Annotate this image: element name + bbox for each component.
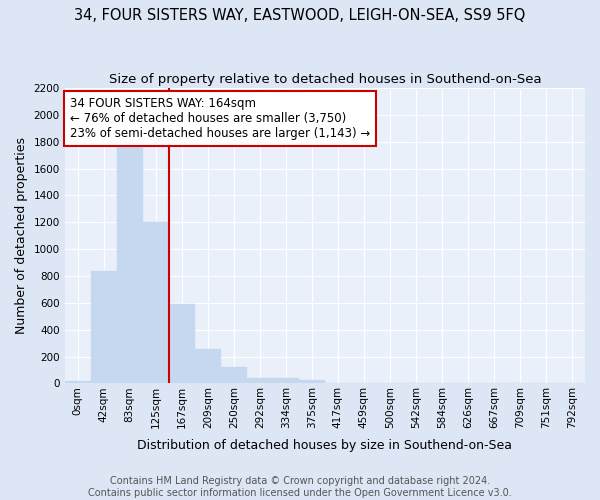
X-axis label: Distribution of detached houses by size in Southend-on-Sea: Distribution of detached houses by size …: [137, 440, 512, 452]
Bar: [195, 349, 221, 384]
Bar: [65, 381, 91, 384]
Bar: [247, 378, 273, 384]
Bar: [91, 270, 116, 384]
Bar: [403, 383, 429, 384]
Bar: [143, 222, 169, 384]
Y-axis label: Number of detached properties: Number of detached properties: [15, 138, 28, 334]
Bar: [273, 378, 299, 384]
Bar: [299, 380, 325, 384]
Bar: [221, 368, 247, 384]
Title: Size of property relative to detached houses in Southend-on-Sea: Size of property relative to detached ho…: [109, 72, 541, 86]
Text: 34 FOUR SISTERS WAY: 164sqm
← 76% of detached houses are smaller (3,750)
23% of : 34 FOUR SISTERS WAY: 164sqm ← 76% of det…: [70, 97, 370, 140]
Bar: [169, 304, 195, 384]
Bar: [117, 142, 143, 384]
Text: Contains HM Land Registry data © Crown copyright and database right 2024.
Contai: Contains HM Land Registry data © Crown c…: [88, 476, 512, 498]
Bar: [351, 383, 377, 384]
Text: 34, FOUR SISTERS WAY, EASTWOOD, LEIGH-ON-SEA, SS9 5FQ: 34, FOUR SISTERS WAY, EASTWOOD, LEIGH-ON…: [74, 8, 526, 22]
